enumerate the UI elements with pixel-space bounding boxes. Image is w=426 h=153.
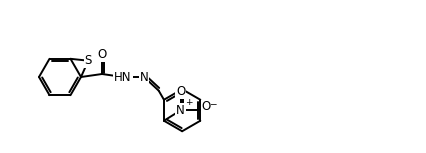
Text: S: S [84, 54, 92, 67]
Text: O: O [176, 85, 185, 98]
Text: HN: HN [114, 71, 132, 84]
Text: O: O [201, 100, 210, 113]
Text: −: − [208, 99, 216, 108]
Text: +: + [184, 98, 192, 107]
Text: O: O [97, 48, 106, 61]
Text: N: N [139, 71, 148, 84]
Text: N: N [176, 104, 185, 117]
